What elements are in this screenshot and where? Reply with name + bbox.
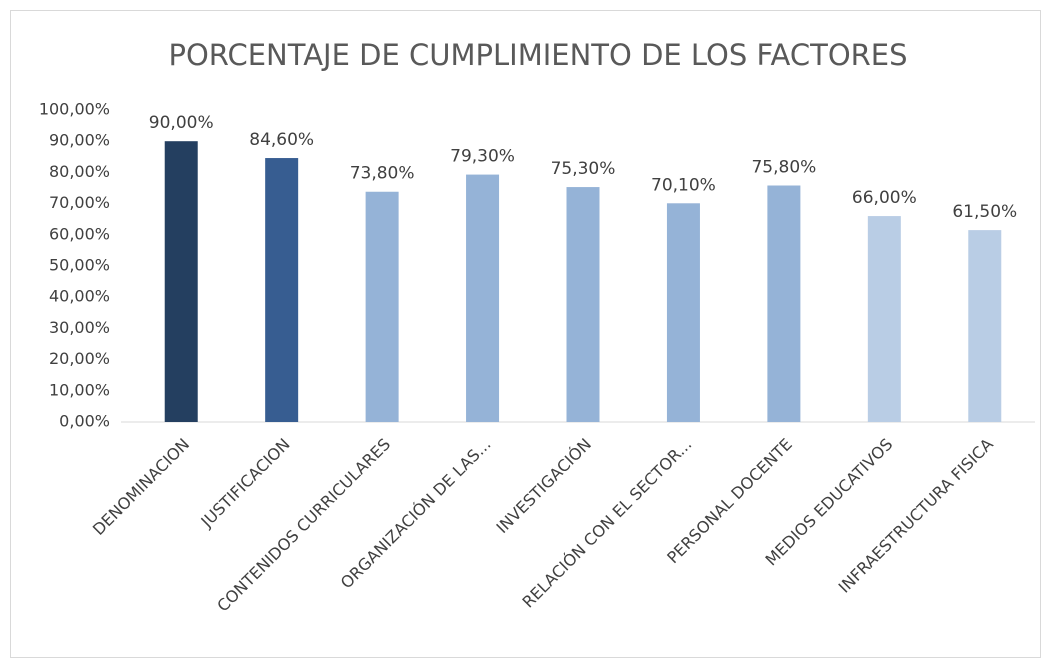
value-label: 90,00% bbox=[149, 113, 214, 133]
y-tick-label: 100,00% bbox=[39, 100, 110, 119]
bar bbox=[566, 187, 600, 422]
bar bbox=[968, 230, 1002, 422]
bar bbox=[867, 216, 901, 422]
bar bbox=[666, 203, 700, 422]
value-label: 79,30% bbox=[450, 147, 515, 167]
bar bbox=[164, 141, 198, 422]
y-tick-label: 20,00% bbox=[49, 349, 110, 368]
value-label: 66,00% bbox=[852, 188, 917, 208]
y-tick-label: 30,00% bbox=[49, 318, 110, 337]
y-tick-label: 10,00% bbox=[49, 380, 110, 399]
value-label: 75,80% bbox=[751, 158, 816, 178]
value-label: 61,50% bbox=[952, 202, 1017, 222]
y-tick-label: 80,00% bbox=[49, 162, 110, 181]
value-label: 75,30% bbox=[551, 159, 616, 179]
y-tick-label: 50,00% bbox=[49, 256, 110, 275]
bar bbox=[365, 191, 399, 422]
bar bbox=[767, 185, 801, 422]
bar bbox=[466, 174, 500, 422]
y-tick-label: 90,00% bbox=[49, 131, 110, 150]
value-label: 84,60% bbox=[249, 130, 314, 150]
y-tick-label: 40,00% bbox=[49, 287, 110, 306]
y-tick-label: 70,00% bbox=[49, 193, 110, 212]
y-tick-label: 0,00% bbox=[59, 412, 110, 431]
value-label: 73,80% bbox=[350, 164, 415, 184]
y-tick-label: 60,00% bbox=[49, 224, 110, 243]
bar bbox=[265, 158, 299, 422]
value-label: 70,10% bbox=[651, 175, 716, 195]
chart-title: PORCENTAJE DE CUMPLIMIENTO DE LOS FACTOR… bbox=[168, 38, 907, 72]
